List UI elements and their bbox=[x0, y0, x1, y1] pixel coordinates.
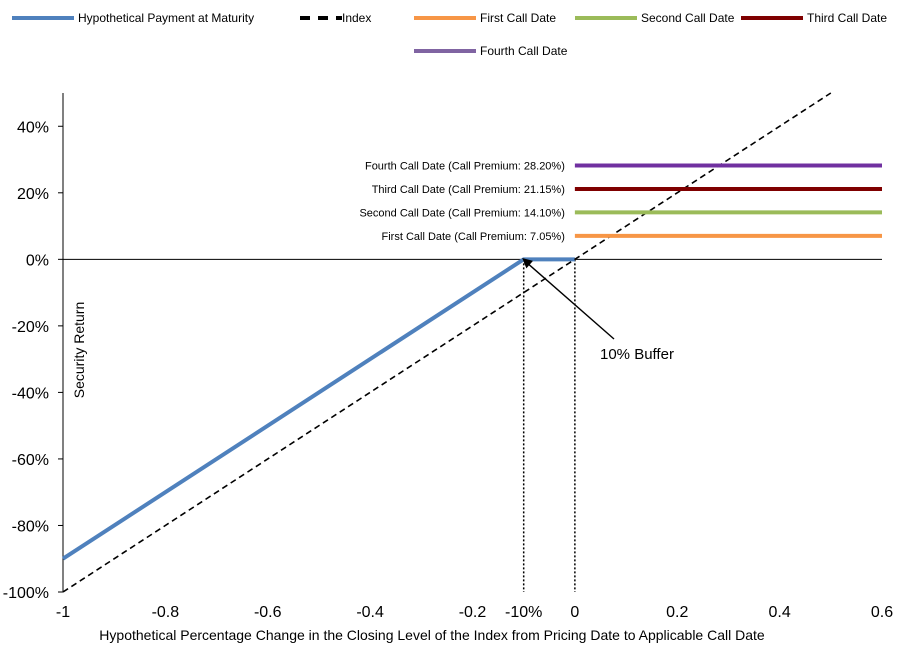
legend-item-payment: Hypothetical Payment at Maturity bbox=[12, 11, 254, 25]
x-tick-label: -0.6 bbox=[254, 604, 282, 621]
call-premium-annotation: Third Call Date (Call Premium: 21.15%) bbox=[372, 184, 565, 196]
buffer-annotation-label: 10% Buffer bbox=[600, 346, 674, 363]
y-tick-label: -60% bbox=[12, 452, 49, 469]
x-tick-label: -1 bbox=[56, 604, 70, 621]
x-tick-label: -0.4 bbox=[356, 604, 384, 621]
x-tick-label: -0.8 bbox=[152, 604, 180, 621]
y-axis-title: Security Return bbox=[71, 302, 87, 398]
legend-item-first-call: First Call Date bbox=[414, 11, 556, 25]
x-tick-label: 0.6 bbox=[871, 604, 893, 621]
x-tick-label: -10% bbox=[505, 604, 542, 621]
legend-label: Third Call Date bbox=[807, 11, 887, 25]
x-tick-label: 0.4 bbox=[769, 604, 791, 621]
x-tick-label: 0.2 bbox=[666, 604, 688, 621]
legend-label: First Call Date bbox=[480, 11, 556, 25]
x-axis-title: Hypothetical Percentage Change in the Cl… bbox=[99, 627, 765, 643]
call-premium-annotation: Second Call Date (Call Premium: 14.10%) bbox=[359, 207, 564, 219]
x-tick-label: 0 bbox=[570, 604, 579, 621]
payment-series-line bbox=[61, 257, 575, 561]
legend-item-index: Index bbox=[300, 11, 371, 25]
y-tick-label: -40% bbox=[12, 385, 49, 402]
index-series-line bbox=[62, 92, 832, 593]
legend-item-fourth-call: Fourth Call Date bbox=[414, 44, 568, 58]
x-axis-ticks: -1 -0.8 -0.6 -0.4 -0.2 -10% 0 0.2 0.4 0.6 bbox=[56, 604, 893, 621]
plot-area bbox=[61, 92, 882, 593]
legend-label: Second Call Date bbox=[641, 11, 735, 25]
y-tick-label: 20% bbox=[17, 186, 49, 203]
y-tick-label: 40% bbox=[17, 119, 49, 136]
y-tick-label: -20% bbox=[12, 319, 49, 336]
buffer-arrow-head bbox=[522, 258, 533, 269]
legend: Hypothetical Payment at Maturity Index Fir… bbox=[12, 11, 887, 58]
legend-item-third-call: Third Call Date bbox=[741, 11, 887, 25]
call-premium-annotation: First Call Date (Call Premium: 7.05%) bbox=[382, 231, 565, 243]
x-tick-label: -0.2 bbox=[459, 604, 487, 621]
y-tick-label: -80% bbox=[12, 518, 49, 535]
y-tick-label: 0% bbox=[26, 252, 49, 269]
y-axis-ticks: 40% 20% 0% -20% -40% -60% -80% -100% bbox=[3, 119, 63, 602]
legend-label: Hypothetical Payment at Maturity bbox=[78, 11, 254, 25]
y-tick-label: -100% bbox=[3, 585, 49, 602]
legend-label: Fourth Call Date bbox=[480, 44, 568, 58]
legend-item-second-call: Second Call Date bbox=[575, 11, 735, 25]
call-annotations: Fourth Call Date (Call Premium: 28.20%) T… bbox=[359, 161, 564, 243]
buffer-arrow-line bbox=[528, 263, 615, 340]
call-premium-annotation: Fourth Call Date (Call Premium: 28.20%) bbox=[365, 161, 565, 173]
legend-label: Index bbox=[342, 11, 371, 25]
